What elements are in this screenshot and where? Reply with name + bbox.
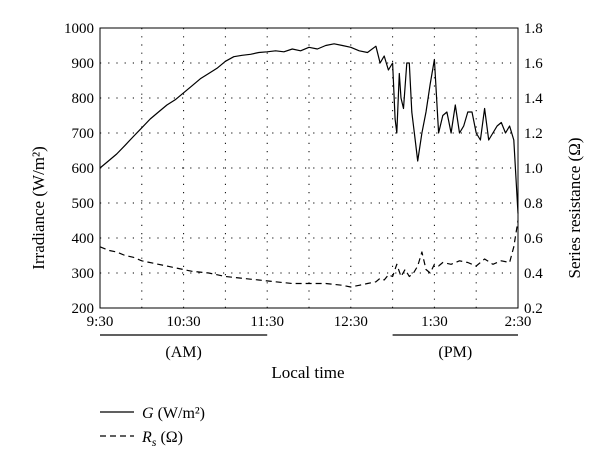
period-label: (PM)	[438, 344, 472, 361]
y-tick-label-right: 1.2	[524, 126, 543, 142]
y-tick-label-left: 500	[72, 196, 95, 212]
y-tick-label-right: 1.6	[524, 56, 543, 72]
y-tick-label-right: 1.8	[524, 21, 543, 37]
x-tick-label: 1:30	[421, 314, 448, 330]
y-tick-label-right: 0.4	[524, 266, 543, 282]
series-g-line	[99, 43, 519, 214]
y-tick-label-left: 900	[72, 56, 95, 72]
period-labels: (AM) (PM)	[100, 334, 518, 361]
y-tick-label-left: 600	[72, 161, 95, 177]
y-tick-label-left: 700	[72, 126, 95, 142]
y-axis-label-right: Series resistance (Ω)	[565, 137, 584, 278]
y-axis-label-left: Irradiance (W/m²)	[29, 146, 48, 270]
x-tick-label: 11:30	[250, 314, 284, 330]
period-label: (AM)	[165, 344, 201, 361]
y-tick-label-left: 200	[72, 301, 95, 317]
x-tick-label: 9:30	[87, 314, 114, 330]
y-tick-label-left: 1000	[64, 21, 94, 37]
x-tick-label: 12:30	[334, 314, 368, 330]
y-tick-label-left: 400	[72, 231, 95, 247]
y-tick-label-right: 1.0	[524, 161, 543, 177]
series-group	[99, 43, 519, 288]
x-axis-ticks: 9:30 10:30 11:30 12:30 1:30 2:30	[87, 314, 532, 330]
legend-entry: G (W/m²)	[142, 405, 205, 422]
x-axis-label: Local time	[271, 363, 344, 382]
legend: G (W/m²) Rs (Ω)	[100, 405, 205, 449]
x-tick-label: 2:30	[505, 314, 532, 330]
series-rs-line	[99, 220, 519, 288]
x-tick-label: 10:30	[167, 314, 201, 330]
y-tick-label-right: 0.6	[524, 231, 543, 247]
y-tick-label-right: 1.4	[524, 91, 543, 107]
y-tick-label-left: 300	[72, 266, 95, 282]
left-axis-ticks: 200 300 400 500 600 700 800 900 1000	[64, 21, 94, 317]
grid	[100, 28, 518, 308]
legend-entry: Rs (Ω)	[141, 429, 183, 449]
y-tick-label-right: 0.8	[524, 196, 543, 212]
right-axis-ticks: 0.2 0.4 0.6 0.8 1.0 1.2 1.4 1.6 1.8	[524, 21, 543, 317]
y-tick-label-right: 0.2	[524, 301, 543, 317]
y-tick-label-left: 800	[72, 91, 95, 107]
